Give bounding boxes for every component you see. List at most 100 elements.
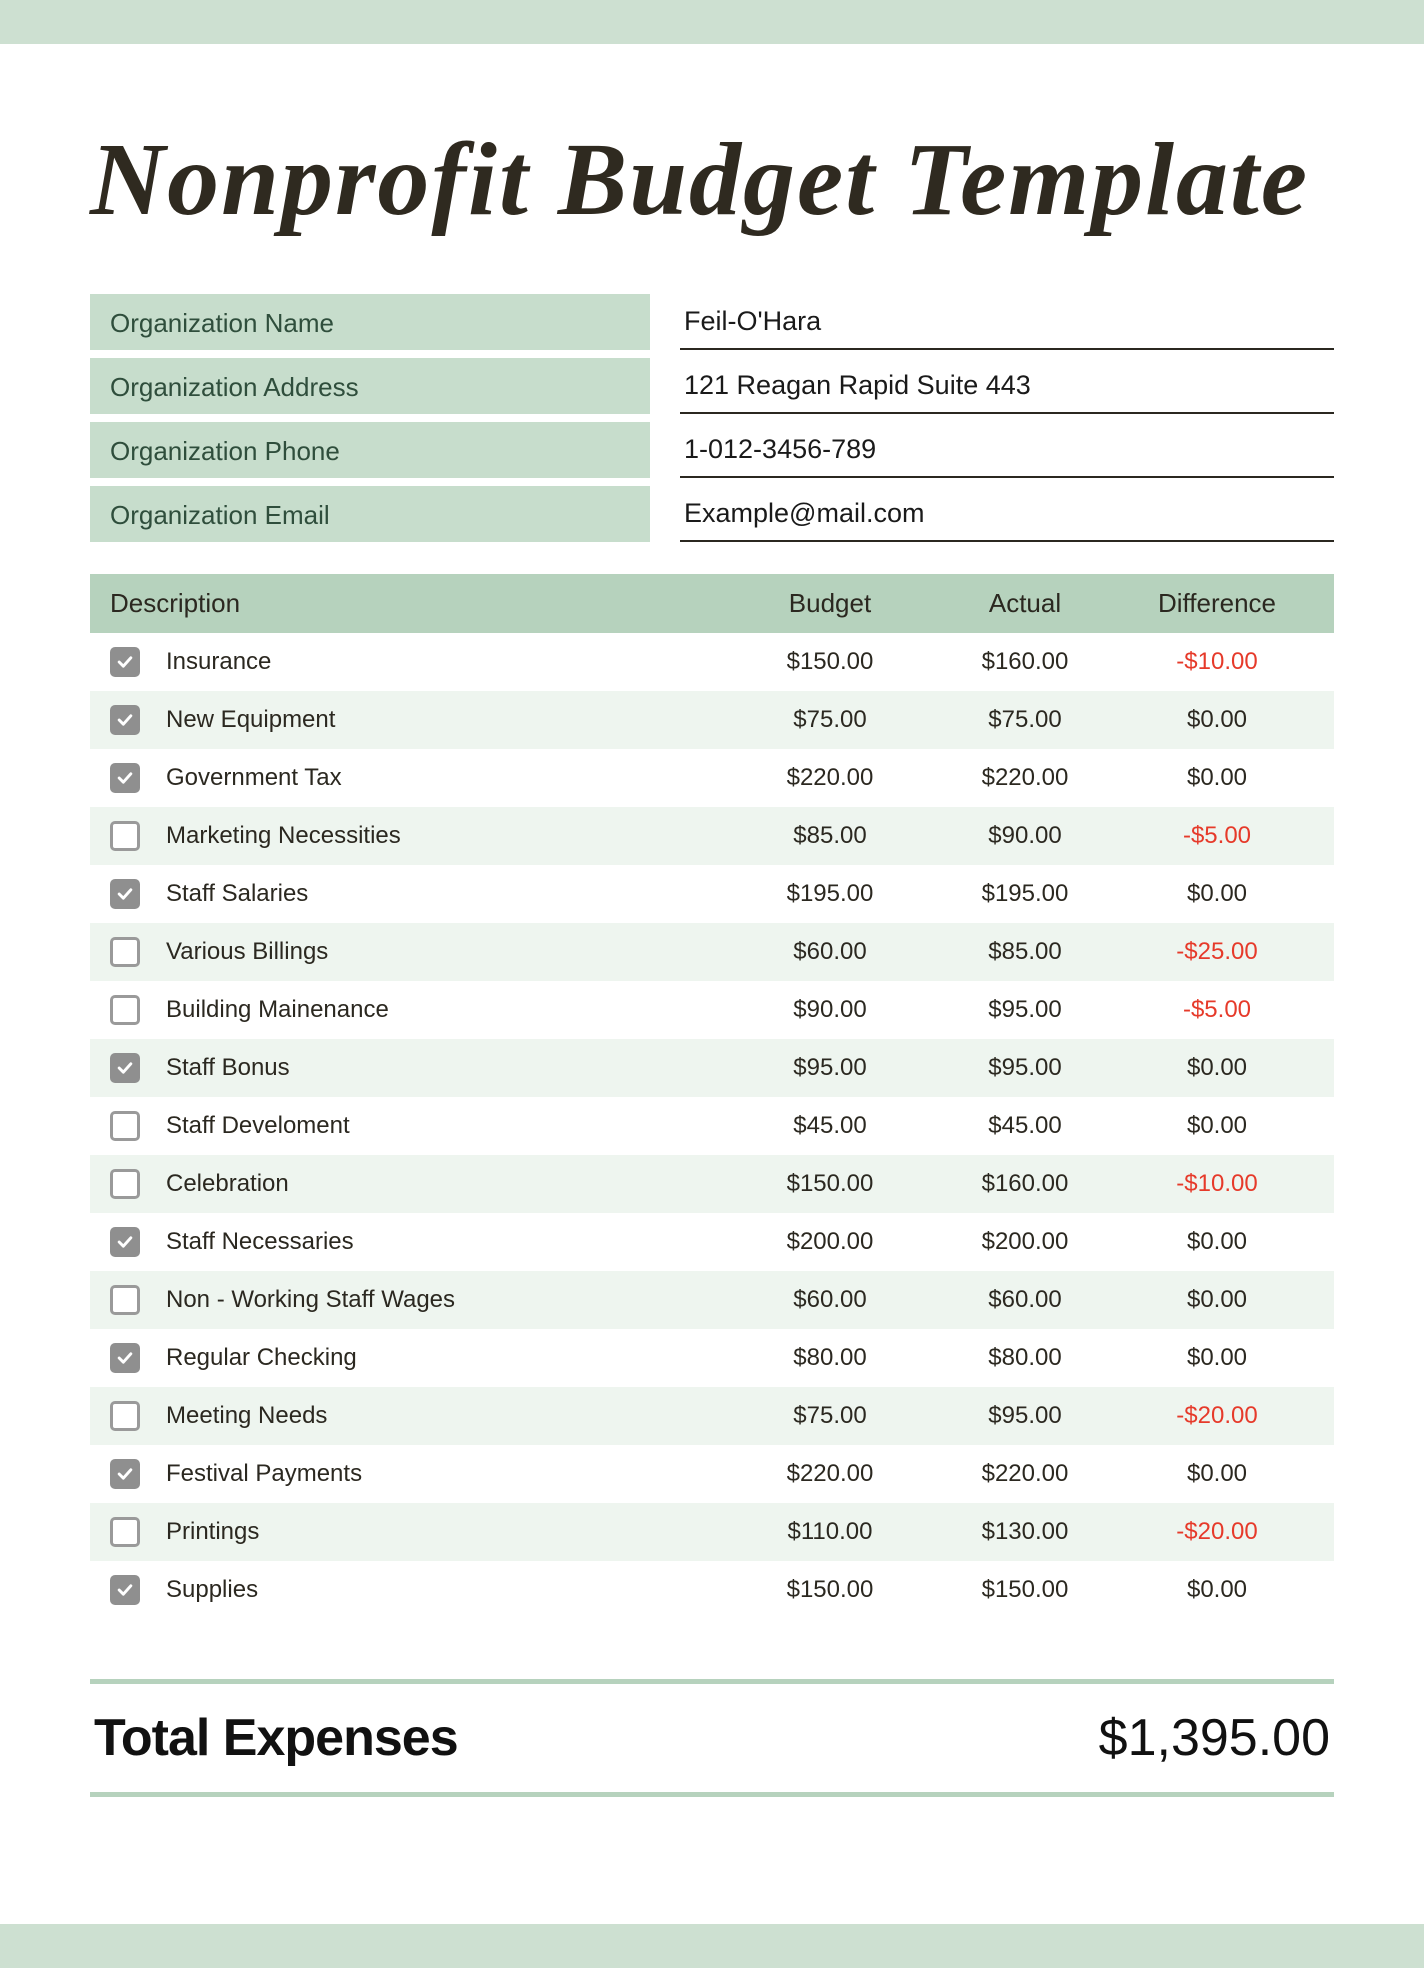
cell-difference: -$5.00 [1120,822,1314,850]
org-email-label: Organization Email [90,486,650,542]
cell-budget: $150.00 [730,1576,930,1604]
checkbox-unchecked-icon[interactable] [110,995,140,1025]
checkbox-checked-icon[interactable] [110,879,140,909]
org-name-field[interactable]: Feil-O'Hara [680,294,1334,350]
cell-description: Various Billings [110,937,730,967]
table-row: Regular Checking$80.00$80.00$0.00 [90,1329,1334,1387]
org-name-row: Organization Name Feil-O'Hara [90,294,1334,350]
description-text: Meeting Needs [166,1402,327,1430]
cell-actual: $195.00 [930,880,1120,908]
cell-difference: $0.00 [1120,1112,1314,1140]
cell-budget: $220.00 [730,764,930,792]
checkbox-unchecked-icon[interactable] [110,821,140,851]
cell-budget: $220.00 [730,1460,930,1488]
cell-budget: $45.00 [730,1112,930,1140]
cell-actual: $220.00 [930,1460,1120,1488]
checkbox-unchecked-icon[interactable] [110,1169,140,1199]
total-label: Total Expenses [94,1708,458,1768]
table-row: Supplies$150.00$150.00$0.00 [90,1561,1334,1619]
cell-difference: -$25.00 [1120,938,1314,966]
cell-budget: $90.00 [730,996,930,1024]
org-name-label: Organization Name [90,294,650,350]
org-phone-row: Organization Phone 1-012-3456-789 [90,422,1334,478]
org-address-label: Organization Address [90,358,650,414]
checkbox-checked-icon[interactable] [110,705,140,735]
cell-actual: $200.00 [930,1228,1120,1256]
cell-actual: $95.00 [930,1402,1120,1430]
cell-description: Government Tax [110,763,730,793]
checkbox-unchecked-icon[interactable] [110,1517,140,1547]
cell-difference: $0.00 [1120,706,1314,734]
cell-budget: $150.00 [730,1170,930,1198]
cell-description: Printings [110,1517,730,1547]
cell-difference: $0.00 [1120,1054,1314,1082]
description-text: Non - Working Staff Wages [166,1286,455,1314]
cell-budget: $95.00 [730,1054,930,1082]
checkbox-unchecked-icon[interactable] [110,937,140,967]
checkbox-checked-icon[interactable] [110,1575,140,1605]
table-row: Government Tax$220.00$220.00$0.00 [90,749,1334,807]
org-phone-value: 1-012-3456-789 [680,428,880,471]
total-value: $1,395.00 [1099,1708,1330,1768]
cell-difference: -$20.00 [1120,1518,1314,1546]
checkbox-checked-icon[interactable] [110,1459,140,1489]
cell-actual: $80.00 [930,1344,1120,1372]
org-email-field[interactable]: Example@mail.com [680,486,1334,542]
checkbox-unchecked-icon[interactable] [110,1285,140,1315]
cell-actual: $220.00 [930,764,1120,792]
description-text: New Equipment [166,706,335,734]
checkbox-unchecked-icon[interactable] [110,1401,140,1431]
cell-actual: $160.00 [930,1170,1120,1198]
cell-actual: $150.00 [930,1576,1120,1604]
cell-description: New Equipment [110,705,730,735]
cell-budget: $150.00 [730,648,930,676]
description-text: Government Tax [166,764,342,792]
cell-description: Staff Develoment [110,1111,730,1141]
cell-budget: $75.00 [730,706,930,734]
org-email-value: Example@mail.com [680,492,928,535]
cell-description: Marketing Necessities [110,821,730,851]
table-row: Insurance$150.00$160.00-$10.00 [90,633,1334,691]
checkbox-checked-icon[interactable] [110,647,140,677]
description-text: Regular Checking [166,1344,357,1372]
cell-budget: $110.00 [730,1518,930,1546]
page-content: Nonprofit Budget Template Organization N… [90,90,1334,1797]
checkbox-checked-icon[interactable] [110,763,140,793]
description-text: Staff Salaries [166,880,308,908]
org-address-row: Organization Address 121 Reagan Rapid Su… [90,358,1334,414]
description-text: Staff Bonus [166,1054,290,1082]
cell-difference: -$5.00 [1120,996,1314,1024]
table-row: Various Billings$60.00$85.00-$25.00 [90,923,1334,981]
cell-budget: $200.00 [730,1228,930,1256]
cell-budget: $85.00 [730,822,930,850]
cell-actual: $60.00 [930,1286,1120,1314]
table-row: Staff Develoment$45.00$45.00$0.00 [90,1097,1334,1155]
cell-description: Staff Salaries [110,879,730,909]
col-header-description: Description [110,588,730,619]
org-phone-field[interactable]: 1-012-3456-789 [680,422,1334,478]
cell-budget: $75.00 [730,1402,930,1430]
checkbox-checked-icon[interactable] [110,1343,140,1373]
description-text: Various Billings [166,938,328,966]
org-address-field[interactable]: 121 Reagan Rapid Suite 443 [680,358,1334,414]
table-row: Celebration$150.00$160.00-$10.00 [90,1155,1334,1213]
total-row: Total Expenses $1,395.00 [90,1679,1334,1797]
cell-budget: $60.00 [730,1286,930,1314]
checkbox-unchecked-icon[interactable] [110,1111,140,1141]
cell-actual: $85.00 [930,938,1120,966]
cell-description: Celebration [110,1169,730,1199]
cell-difference: -$10.00 [1120,648,1314,676]
checkbox-checked-icon[interactable] [110,1053,140,1083]
table-row: Meeting Needs $75.00$95.00-$20.00 [90,1387,1334,1445]
cell-description: Supplies [110,1575,730,1605]
cell-difference: $0.00 [1120,1576,1314,1604]
description-text: Marketing Necessities [166,822,401,850]
cell-actual: $75.00 [930,706,1120,734]
table-row: Building Mainenance$90.00$95.00-$5.00 [90,981,1334,1039]
table-row: Staff Salaries$195.00$195.00$0.00 [90,865,1334,923]
checkbox-checked-icon[interactable] [110,1227,140,1257]
col-header-actual: Actual [930,588,1120,619]
table-header: Description Budget Actual Difference [90,574,1334,633]
cell-difference: $0.00 [1120,1228,1314,1256]
cell-difference: -$20.00 [1120,1402,1314,1430]
